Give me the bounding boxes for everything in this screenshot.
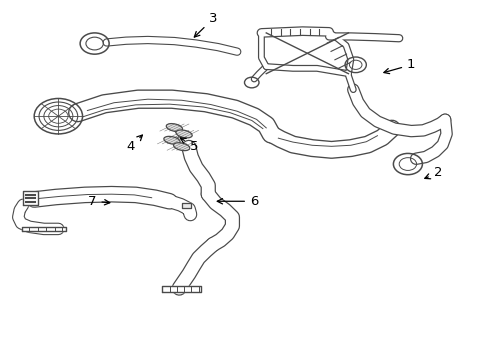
Ellipse shape: [176, 130, 192, 138]
Ellipse shape: [166, 123, 182, 131]
Text: 6: 6: [217, 195, 258, 208]
Polygon shape: [22, 227, 65, 231]
Text: 3: 3: [194, 12, 217, 37]
Polygon shape: [181, 203, 191, 208]
Text: 5: 5: [180, 138, 198, 153]
Text: 4: 4: [126, 135, 142, 153]
Text: 2: 2: [424, 166, 441, 179]
Ellipse shape: [163, 136, 180, 144]
Text: 1: 1: [383, 58, 415, 74]
Polygon shape: [23, 192, 38, 205]
Polygon shape: [162, 286, 201, 292]
Text: 7: 7: [88, 195, 110, 208]
Ellipse shape: [173, 143, 189, 150]
